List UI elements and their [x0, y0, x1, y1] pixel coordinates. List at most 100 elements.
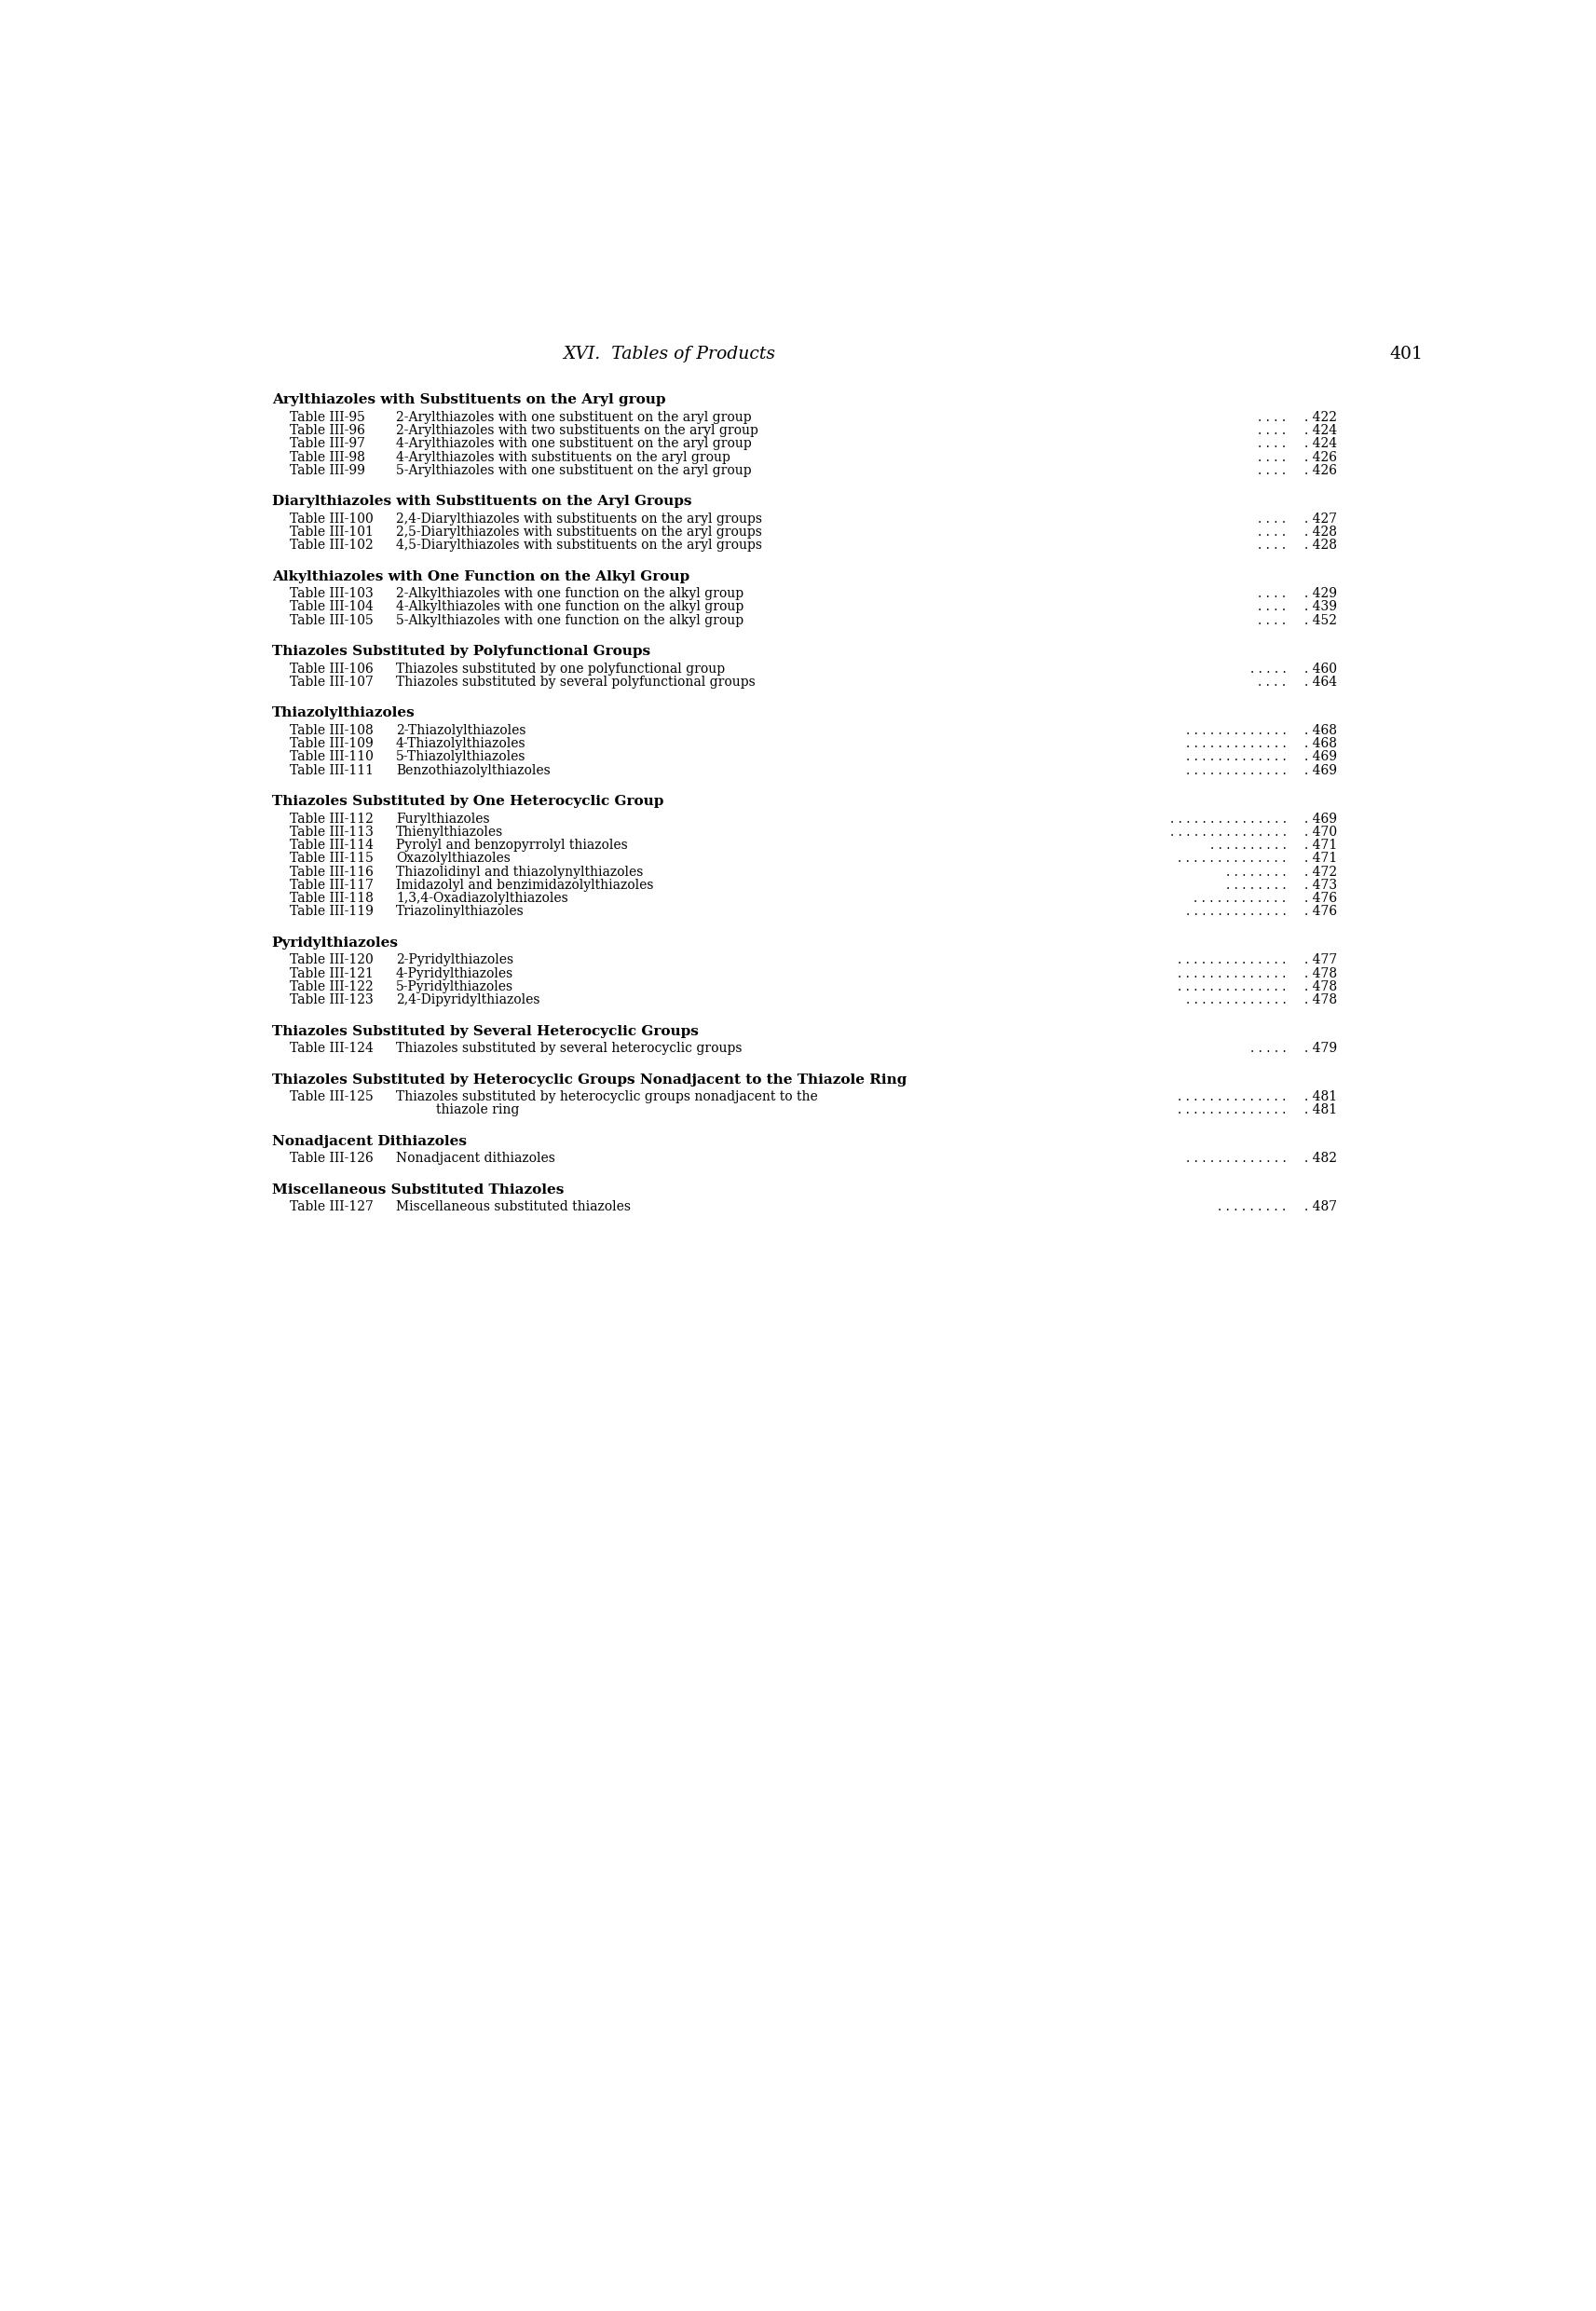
Text: Pyrolyl and benzopyrrolyl thiazoles: Pyrolyl and benzopyrrolyl thiazoles: [396, 839, 627, 853]
Text: 2,4-Diarylthiazoles with substituents on the aryl groups: 2,4-Diarylthiazoles with substituents on…: [396, 513, 761, 525]
Text: Furylthiazoles: Furylthiazoles: [396, 811, 490, 825]
Text: Thiazoles substituted by several polyfunctional groups: Thiazoles substituted by several polyfun…: [396, 675, 755, 689]
Text: Thienylthiazoles: Thienylthiazoles: [396, 825, 503, 839]
Text: 5-Arylthiazoles with one substituent on the aryl group: 5-Arylthiazoles with one substituent on …: [396, 465, 752, 476]
Text: Table III-105: Table III-105: [290, 615, 373, 626]
Text: Table III-119: Table III-119: [290, 906, 373, 917]
Text: Table III-103: Table III-103: [290, 587, 373, 601]
Text: . 426: . 426: [1304, 465, 1337, 476]
Text: 5-Thiazolylthiazoles: 5-Thiazolylthiazoles: [396, 751, 525, 763]
Text: . . . .: . . . .: [1258, 513, 1286, 525]
Text: . . . .: . . . .: [1258, 587, 1286, 601]
Text: . 439: . 439: [1304, 601, 1337, 615]
Text: Table III-124: Table III-124: [290, 1042, 373, 1054]
Text: . 452: . 452: [1304, 615, 1337, 626]
Text: . . . . .: . . . . .: [1250, 663, 1286, 675]
Text: Thiazolidinyl and thiazolynylthiazoles: Thiazolidinyl and thiazolynylthiazoles: [396, 864, 643, 878]
Text: Pyridylthiazoles: Pyridylthiazoles: [271, 936, 399, 950]
Text: Miscellaneous substituted thiazoles: Miscellaneous substituted thiazoles: [396, 1199, 630, 1213]
Text: Table III-108: Table III-108: [290, 723, 373, 737]
Text: Table III-115: Table III-115: [290, 853, 373, 864]
Text: . 470: . 470: [1304, 825, 1337, 839]
Text: XVI.  Tables of Products: XVI. Tables of Products: [563, 344, 776, 363]
Text: . . . . .: . . . . .: [1250, 1042, 1286, 1054]
Text: Table III-110: Table III-110: [290, 751, 373, 763]
Text: Table III-122: Table III-122: [290, 980, 373, 994]
Text: Table III-100: Table III-100: [290, 513, 373, 525]
Text: . 471: . 471: [1304, 839, 1337, 853]
Text: . 427: . 427: [1304, 513, 1337, 525]
Text: . 481: . 481: [1304, 1091, 1337, 1102]
Text: 2-Pyridylthiazoles: 2-Pyridylthiazoles: [396, 954, 514, 966]
Text: Table III-104: Table III-104: [290, 601, 373, 615]
Text: Diarylthiazoles with Substituents on the Aryl Groups: Diarylthiazoles with Substituents on the…: [271, 495, 691, 508]
Text: Nonadjacent Dithiazoles: Nonadjacent Dithiazoles: [271, 1135, 466, 1149]
Text: . 487: . 487: [1304, 1199, 1337, 1213]
Text: . 469: . 469: [1304, 751, 1337, 763]
Text: Table III-116: Table III-116: [290, 864, 373, 878]
Text: Table III-112: Table III-112: [290, 811, 373, 825]
Text: . . . . . . . . . . . . . .: . . . . . . . . . . . . . .: [1178, 1105, 1286, 1116]
Text: Table III-117: Table III-117: [290, 878, 373, 892]
Text: Table III-114: Table III-114: [290, 839, 373, 853]
Text: . 482: . 482: [1304, 1151, 1337, 1165]
Text: . . . . . . . . . . . . . . .: . . . . . . . . . . . . . . .: [1170, 811, 1286, 825]
Text: Table III-120: Table III-120: [290, 954, 373, 966]
Text: Triazolinylthiazoles: Triazolinylthiazoles: [396, 906, 523, 917]
Text: Arylthiazoles with Substituents on the Aryl group: Arylthiazoles with Substituents on the A…: [271, 393, 666, 407]
Text: . . . . . . . . . . . . .: . . . . . . . . . . . . .: [1186, 765, 1286, 776]
Text: . . . .: . . . .: [1258, 465, 1286, 476]
Text: Thiazoles substituted by one polyfunctional group: Thiazoles substituted by one polyfunctio…: [396, 663, 725, 675]
Text: Table III-101: Table III-101: [290, 525, 373, 538]
Text: thiazole ring: thiazole ring: [436, 1105, 519, 1116]
Text: . 478: . 478: [1304, 966, 1337, 980]
Text: . 424: . 424: [1304, 437, 1337, 451]
Text: . 478: . 478: [1304, 994, 1337, 1008]
Text: . 469: . 469: [1304, 765, 1337, 776]
Text: . . . .: . . . .: [1258, 423, 1286, 437]
Text: . 476: . 476: [1304, 892, 1337, 906]
Text: Table III-121: Table III-121: [290, 966, 373, 980]
Text: 5-Pyridylthiazoles: 5-Pyridylthiazoles: [396, 980, 514, 994]
Text: 1,3,4-Oxadiazolylthiazoles: 1,3,4-Oxadiazolylthiazoles: [396, 892, 568, 906]
Text: Thiazoles Substituted by Polyfunctional Groups: Thiazoles Substituted by Polyfunctional …: [271, 645, 650, 659]
Text: . . . .: . . . .: [1258, 451, 1286, 465]
Text: Table III-102: Table III-102: [290, 538, 373, 552]
Text: . 428: . 428: [1304, 525, 1337, 538]
Text: . 479: . 479: [1304, 1042, 1337, 1054]
Text: Nonadjacent dithiazoles: Nonadjacent dithiazoles: [396, 1151, 555, 1165]
Text: . . . .: . . . .: [1258, 437, 1286, 451]
Text: Thiazoles Substituted by One Heterocyclic Group: Thiazoles Substituted by One Heterocycli…: [271, 795, 664, 809]
Text: Table III-111: Table III-111: [290, 765, 373, 776]
Text: . 460: . 460: [1304, 663, 1337, 675]
Text: 4-Alkylthiazoles with one function on the alkyl group: 4-Alkylthiazoles with one function on th…: [396, 601, 744, 615]
Text: . 473: . 473: [1304, 878, 1337, 892]
Text: Table III-109: Table III-109: [290, 737, 373, 751]
Text: . . . . . . . . . . . . . . .: . . . . . . . . . . . . . . .: [1170, 825, 1286, 839]
Text: . . . . . . . . . . . .: . . . . . . . . . . . .: [1194, 892, 1286, 906]
Text: . 469: . 469: [1304, 811, 1337, 825]
Text: . 476: . 476: [1304, 906, 1337, 917]
Text: 2-Arylthiazoles with one substituent on the aryl group: 2-Arylthiazoles with one substituent on …: [396, 411, 752, 423]
Text: Thiazoles Substituted by Several Heterocyclic Groups: Thiazoles Substituted by Several Heteroc…: [271, 1024, 699, 1038]
Text: 4,5-Diarylthiazoles with substituents on the aryl groups: 4,5-Diarylthiazoles with substituents on…: [396, 538, 761, 552]
Text: . 429: . 429: [1304, 587, 1337, 601]
Text: Table III-118: Table III-118: [290, 892, 373, 906]
Text: . . . .: . . . .: [1258, 525, 1286, 538]
Text: Oxazolylthiazoles: Oxazolylthiazoles: [396, 853, 511, 864]
Text: . . . . . . . . . . . . .: . . . . . . . . . . . . .: [1186, 1151, 1286, 1165]
Text: . . . . . . . . . . . . .: . . . . . . . . . . . . .: [1186, 737, 1286, 751]
Text: . . . . . . . . . .: . . . . . . . . . .: [1210, 839, 1286, 853]
Text: 401: 401: [1390, 344, 1424, 363]
Text: . . . . . . . . . . . . . .: . . . . . . . . . . . . . .: [1178, 980, 1286, 994]
Text: . 428: . 428: [1304, 538, 1337, 552]
Text: . . . . . . . .: . . . . . . . .: [1226, 864, 1286, 878]
Text: . 477: . 477: [1304, 954, 1337, 966]
Text: Table III-96: Table III-96: [290, 423, 365, 437]
Text: Imidazolyl and benzimidazolylthiazoles: Imidazolyl and benzimidazolylthiazoles: [396, 878, 653, 892]
Text: . . . .: . . . .: [1258, 411, 1286, 423]
Text: 2,4-Dipyridylthiazoles: 2,4-Dipyridylthiazoles: [396, 994, 539, 1008]
Text: . . . . . . . . . . . . .: . . . . . . . . . . . . .: [1186, 723, 1286, 737]
Text: Thiazoles Substituted by Heterocyclic Groups Nonadjacent to the Thiazole Ring: Thiazoles Substituted by Heterocyclic Gr…: [271, 1072, 907, 1086]
Text: 5-Alkylthiazoles with one function on the alkyl group: 5-Alkylthiazoles with one function on th…: [396, 615, 744, 626]
